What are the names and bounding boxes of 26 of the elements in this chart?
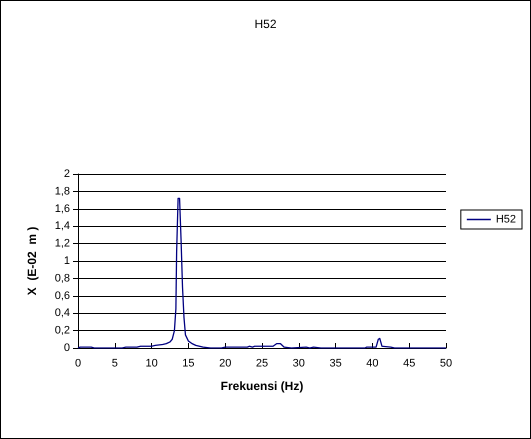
y-tick-label: 2 — [64, 168, 70, 180]
x-axis-title: Frekuensi (Hz) — [220, 379, 304, 393]
y-tick-label: 1,2 — [54, 238, 70, 250]
y-tick-label: 0,8 — [54, 272, 70, 284]
y-tick-label: 1,8 — [54, 185, 70, 198]
legend-label: H52 — [496, 214, 516, 226]
x-tick-label: 35 — [329, 358, 342, 370]
y-axis-title: X (E-02 m ) — [25, 226, 39, 296]
x-tick-label: 30 — [292, 358, 305, 370]
x-tick-label: 45 — [403, 358, 416, 370]
x-tick-label: 20 — [219, 358, 232, 370]
x-tick-label: 40 — [366, 358, 379, 370]
y-tick-label: 0 — [64, 342, 70, 354]
y-tick-label: 0,6 — [54, 290, 70, 302]
x-tick-label: 0 — [74, 358, 82, 370]
x-tick-label: 10 — [145, 358, 158, 370]
y-tick-label: 0,2 — [54, 324, 70, 337]
x-tick-label: 15 — [182, 358, 195, 370]
y-tick-label: 1 — [64, 255, 70, 267]
y-tick-label: 1,4 — [54, 220, 70, 232]
y-tick-label: 1,6 — [54, 202, 70, 215]
y-tick-label: 0,4 — [54, 307, 70, 320]
x-tick-label: 25 — [256, 358, 268, 370]
x-tick-label: 5 — [112, 358, 118, 370]
x-tick-label: 50 — [440, 358, 452, 370]
chart-title: H52 — [254, 17, 277, 31]
